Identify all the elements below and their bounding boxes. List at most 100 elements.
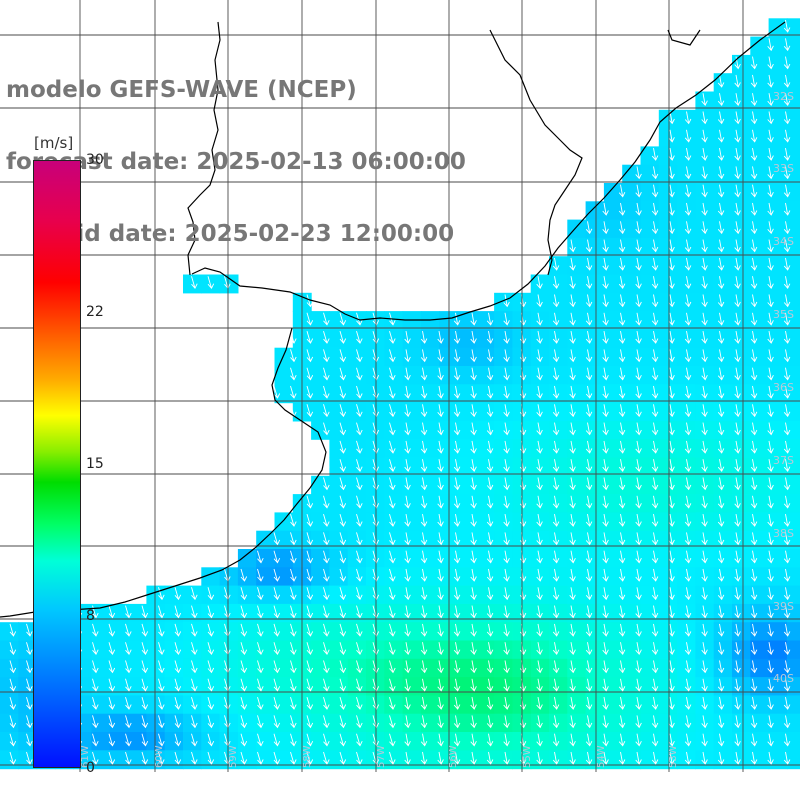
wind-speed-cell [786, 677, 800, 696]
wind-arrow [585, 459, 593, 473]
colorbar-unit: [m/s] [34, 134, 74, 152]
wind-speed-cell [256, 567, 276, 587]
wind-speed-cell [530, 384, 550, 404]
wind-speed-cell [677, 347, 696, 367]
wind-arrow [470, 568, 477, 582]
wind-arrow [273, 678, 281, 692]
wind-arrow [750, 459, 758, 473]
wind-speed-cell [567, 494, 587, 513]
wind-arrow [668, 587, 675, 601]
wind-arrow [108, 605, 116, 619]
wind-arrow [306, 513, 314, 527]
wind-arrow [618, 422, 626, 436]
wind-arrow [158, 623, 165, 637]
wind-arrow [437, 715, 444, 729]
wind-speed-cell [402, 384, 422, 404]
wind-arrow [470, 312, 477, 326]
wind-speed-cell [622, 402, 642, 422]
wind-arrow [389, 733, 396, 747]
wind-speed-cell [732, 439, 751, 459]
wind-speed-cell [677, 237, 696, 257]
wind-arrow [92, 678, 99, 692]
wind-arrow [453, 697, 461, 710]
wind-arrow [207, 678, 215, 692]
wind-speed-cell [457, 347, 477, 367]
wind-arrow [389, 751, 396, 765]
wind-speed-cell [494, 695, 513, 715]
wind-speed-cell [732, 658, 751, 678]
wind-speed-cell [457, 658, 477, 678]
wind-arrow [717, 312, 725, 326]
wind-arrow [404, 642, 411, 656]
wind-speed-cell [768, 146, 788, 166]
wind-speed-cell [567, 530, 587, 550]
wind-arrow [602, 221, 609, 235]
wind-arrow [273, 660, 281, 674]
wind-arrow [356, 367, 363, 381]
wind-arrow [701, 715, 708, 729]
wind-arrow [356, 385, 363, 399]
wind-speed-cell [494, 494, 513, 513]
wind-arrow [437, 514, 444, 527]
wind-speed-cell [786, 237, 800, 257]
wind-speed-cell [658, 201, 678, 221]
wind-arrow [569, 477, 576, 491]
wind-speed-cell [677, 567, 696, 587]
wind-arrow [470, 349, 477, 363]
wind-speed-cell [603, 256, 623, 276]
wind-speed-cell [750, 146, 770, 166]
wind-speed-cell [713, 420, 733, 440]
wind-speed-cell [128, 732, 147, 751]
wind-speed-cell [494, 457, 513, 477]
wind-arrow [389, 349, 396, 363]
wind-arrow [717, 385, 725, 399]
wind-arrow [207, 751, 215, 765]
wind-arrow [750, 367, 758, 381]
wind-arrow [569, 514, 576, 527]
wind-arrow [389, 330, 396, 344]
wind-arrow [717, 202, 725, 216]
wind-arrow [767, 514, 774, 527]
wind-arrow [651, 129, 659, 143]
wind-speed-cell [768, 530, 788, 550]
wind-arrow [356, 404, 363, 418]
wind-speed-cell [256, 640, 276, 660]
wind-arrow [783, 514, 791, 527]
wind-speed-cell [622, 219, 642, 239]
wind-arrow [437, 532, 444, 546]
wind-speed-cell [677, 274, 696, 294]
wind-speed-cell [530, 695, 550, 715]
wind-arrow [585, 605, 593, 619]
wind-arrow [339, 623, 347, 637]
wind-arrow [9, 642, 17, 656]
wind-speed-cell [475, 695, 495, 715]
wind-arrow [552, 385, 560, 399]
wind-arrow [635, 404, 642, 418]
wind-speed-cell [475, 750, 495, 770]
wind-arrow [306, 587, 314, 601]
wind-arrow [767, 642, 774, 656]
wind-arrow [585, 221, 593, 235]
wind-arrow [618, 495, 626, 509]
wind-speed-cell [567, 549, 587, 568]
wind-speed-cell [768, 512, 788, 532]
wind-arrow [503, 751, 510, 765]
wind-speed-cell [750, 366, 770, 385]
wind-arrow [486, 459, 494, 473]
wind-speed-cell [256, 530, 276, 550]
wind-speed-cell [640, 146, 660, 166]
wind-arrow [569, 660, 576, 674]
wind-speed-cell [311, 603, 330, 623]
wind-arrow [750, 312, 758, 326]
wind-arrow [684, 477, 692, 491]
wind-arrow [602, 605, 609, 619]
wind-speed-cell [585, 439, 605, 459]
wind-arrow [158, 733, 165, 747]
wind-arrow [618, 404, 626, 418]
wind-arrow [783, 312, 791, 326]
wind-arrow [356, 642, 363, 656]
wind-speed-cell [347, 420, 367, 440]
wind-speed-cell [530, 512, 550, 532]
wind-speed-cell [750, 128, 770, 147]
wind-arrow [569, 587, 576, 601]
